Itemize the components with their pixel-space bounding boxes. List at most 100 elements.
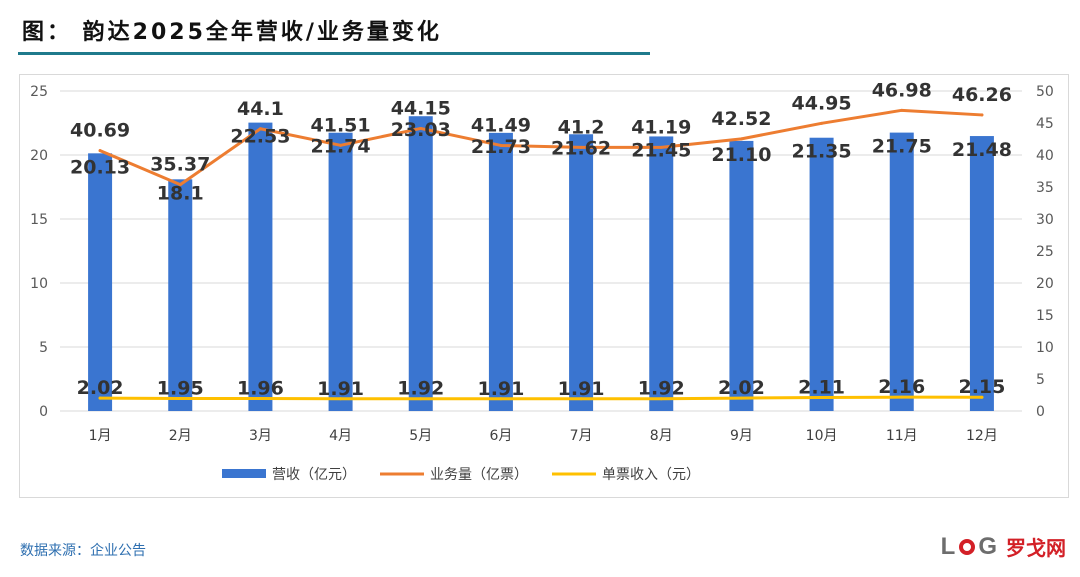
combo-chart: 0 5 10 15 20 25 0 5 10 15 20 25 30 35 40 45 50 1月 2月 3月 4月 5月…: [30, 79, 1054, 483]
bar-revenue: [889, 132, 914, 411]
data-label-volume: 41.19: [631, 116, 691, 138]
line-unit-revenue-point: [659, 397, 663, 401]
line-volume-point: [820, 121, 824, 125]
line-unit-revenue: [98, 395, 984, 401]
data-label-unit-revenue: 1.92: [397, 378, 444, 400]
y-right-tick-label: 5: [1036, 372, 1045, 388]
data-label-volume: 41.51: [311, 114, 371, 136]
data-source: 数据来源：企业公告: [20, 543, 146, 559]
line-unit-revenue-point: [900, 395, 904, 399]
line-unit-revenue-point: [980, 395, 984, 399]
x-tick-label: 7月: [570, 428, 593, 444]
data-label-unit-revenue: 2.02: [77, 377, 124, 399]
data-label-volume: 44.95: [792, 92, 852, 114]
line-unit-revenue-point: [579, 397, 583, 401]
data-label-volume: 44.15: [391, 97, 451, 119]
logo-o-ring-icon: [959, 538, 976, 555]
line-volume-point: [339, 143, 343, 147]
y-left-tick-label: 15: [30, 212, 48, 228]
bar-revenue: [488, 132, 513, 411]
page-title: 图： 韵达2025全年营收/业务量变化: [22, 20, 442, 45]
x-tick-label: 8月: [650, 428, 673, 444]
bar-revenue: [649, 136, 674, 411]
line-unit-revenue-point: [178, 397, 182, 401]
x-tick-label: 6月: [489, 428, 512, 444]
data-label-revenue: 21.73: [471, 136, 531, 158]
x-tick-label: 9月: [730, 428, 753, 444]
y-right-tick-label: 25: [1036, 244, 1054, 260]
data-label-unit-revenue: 1.91: [317, 378, 364, 400]
line-volume-point: [499, 143, 503, 147]
data-label-revenue: 21.10: [711, 144, 771, 166]
data-label-revenue: 21.74: [311, 136, 371, 158]
line-volume-point: [98, 149, 102, 153]
data-label-unit-revenue: 1.91: [477, 378, 524, 400]
bar-revenue: [168, 179, 193, 411]
data-label-unit-revenue: 1.91: [558, 378, 605, 400]
line-unit-revenue-point: [98, 396, 102, 400]
logo: L G 罗戈网: [941, 532, 1066, 561]
y-left-tick-label: 5: [39, 340, 48, 356]
line-volume-point: [419, 126, 423, 130]
y-right-tick-label: 20: [1036, 276, 1054, 292]
data-label-unit-revenue: 1.95: [157, 378, 204, 400]
bar-revenue: [408, 116, 433, 411]
data-label-unit-revenue: 2.02: [718, 377, 765, 399]
y-right-tick-label: 35: [1036, 180, 1054, 196]
legend-swatch-revenue: [222, 469, 266, 478]
data-label-unit-revenue: 2.11: [798, 376, 845, 398]
legend-label-volume: 业务量（亿票）: [430, 467, 528, 483]
bar-revenue: [729, 140, 754, 412]
line-volume-point: [980, 113, 984, 117]
title-underline: [18, 52, 650, 55]
line-unit-revenue-point: [258, 396, 262, 400]
x-tick-label: 1月: [89, 428, 112, 444]
line-volume-point: [900, 108, 904, 112]
y-left-tick-label: 25: [30, 84, 48, 100]
bar-revenue: [809, 137, 834, 411]
line-volume: [98, 108, 984, 187]
line-volume-point: [739, 137, 743, 141]
data-label-unit-revenue: 1.96: [237, 377, 284, 399]
data-label-revenue: 21.35: [792, 141, 852, 163]
data-label-revenue: 23.03: [391, 119, 451, 141]
y-right-tick-label: 50: [1036, 84, 1054, 100]
y-right-tick-label: 0: [1036, 404, 1045, 420]
x-tick-label: 2月: [169, 428, 192, 444]
line-unit-revenue-point: [419, 397, 423, 401]
x-tick-label: 11月: [886, 428, 918, 444]
data-label-volume: 40.69: [70, 120, 130, 142]
line-volume-point: [178, 183, 182, 187]
line-unit-revenue-point: [339, 397, 343, 401]
data-label-volume: 42.52: [711, 108, 771, 130]
data-label-volume: 41.49: [471, 114, 531, 136]
data-label-unit-revenue: 2.16: [878, 376, 925, 398]
data-label-unit-revenue: 2.15: [958, 376, 1005, 398]
chart-frame: [19, 74, 1069, 498]
x-tick-label: 12月: [966, 428, 998, 444]
bar-revenue: [569, 134, 594, 411]
data-label-revenue: 21.48: [952, 139, 1012, 161]
logo-letter-l: L: [940, 532, 957, 560]
data-label-revenue: 18.1: [157, 182, 204, 204]
x-tick-label: 10月: [806, 428, 838, 444]
data-label-revenue: 20.13: [70, 156, 130, 178]
data-label-revenue: 21.75: [872, 136, 932, 158]
x-tick-label: 3月: [249, 428, 272, 444]
bar-revenue: [88, 153, 113, 411]
y-right-tick-label: 30: [1036, 212, 1054, 228]
bar-revenue: [248, 122, 273, 411]
y-left-tick-label: 10: [30, 276, 48, 292]
data-label-volume: 46.98: [872, 79, 932, 101]
y-right-tick-label: 40: [1036, 148, 1054, 164]
y-left-tick-label: 0: [39, 404, 48, 420]
y-right-tick-label: 15: [1036, 308, 1054, 324]
line-volume-point: [579, 145, 583, 149]
data-label-volume: 41.2: [558, 116, 605, 138]
x-tick-label: 5月: [409, 428, 432, 444]
logo-text: 罗戈网: [1006, 536, 1066, 560]
data-label-volume: 35.37: [150, 154, 210, 176]
y-right-tick-label: 45: [1036, 116, 1054, 132]
legend-label-unit-revenue: 单票收入（元）: [602, 467, 700, 483]
line-volume-point: [659, 145, 663, 149]
